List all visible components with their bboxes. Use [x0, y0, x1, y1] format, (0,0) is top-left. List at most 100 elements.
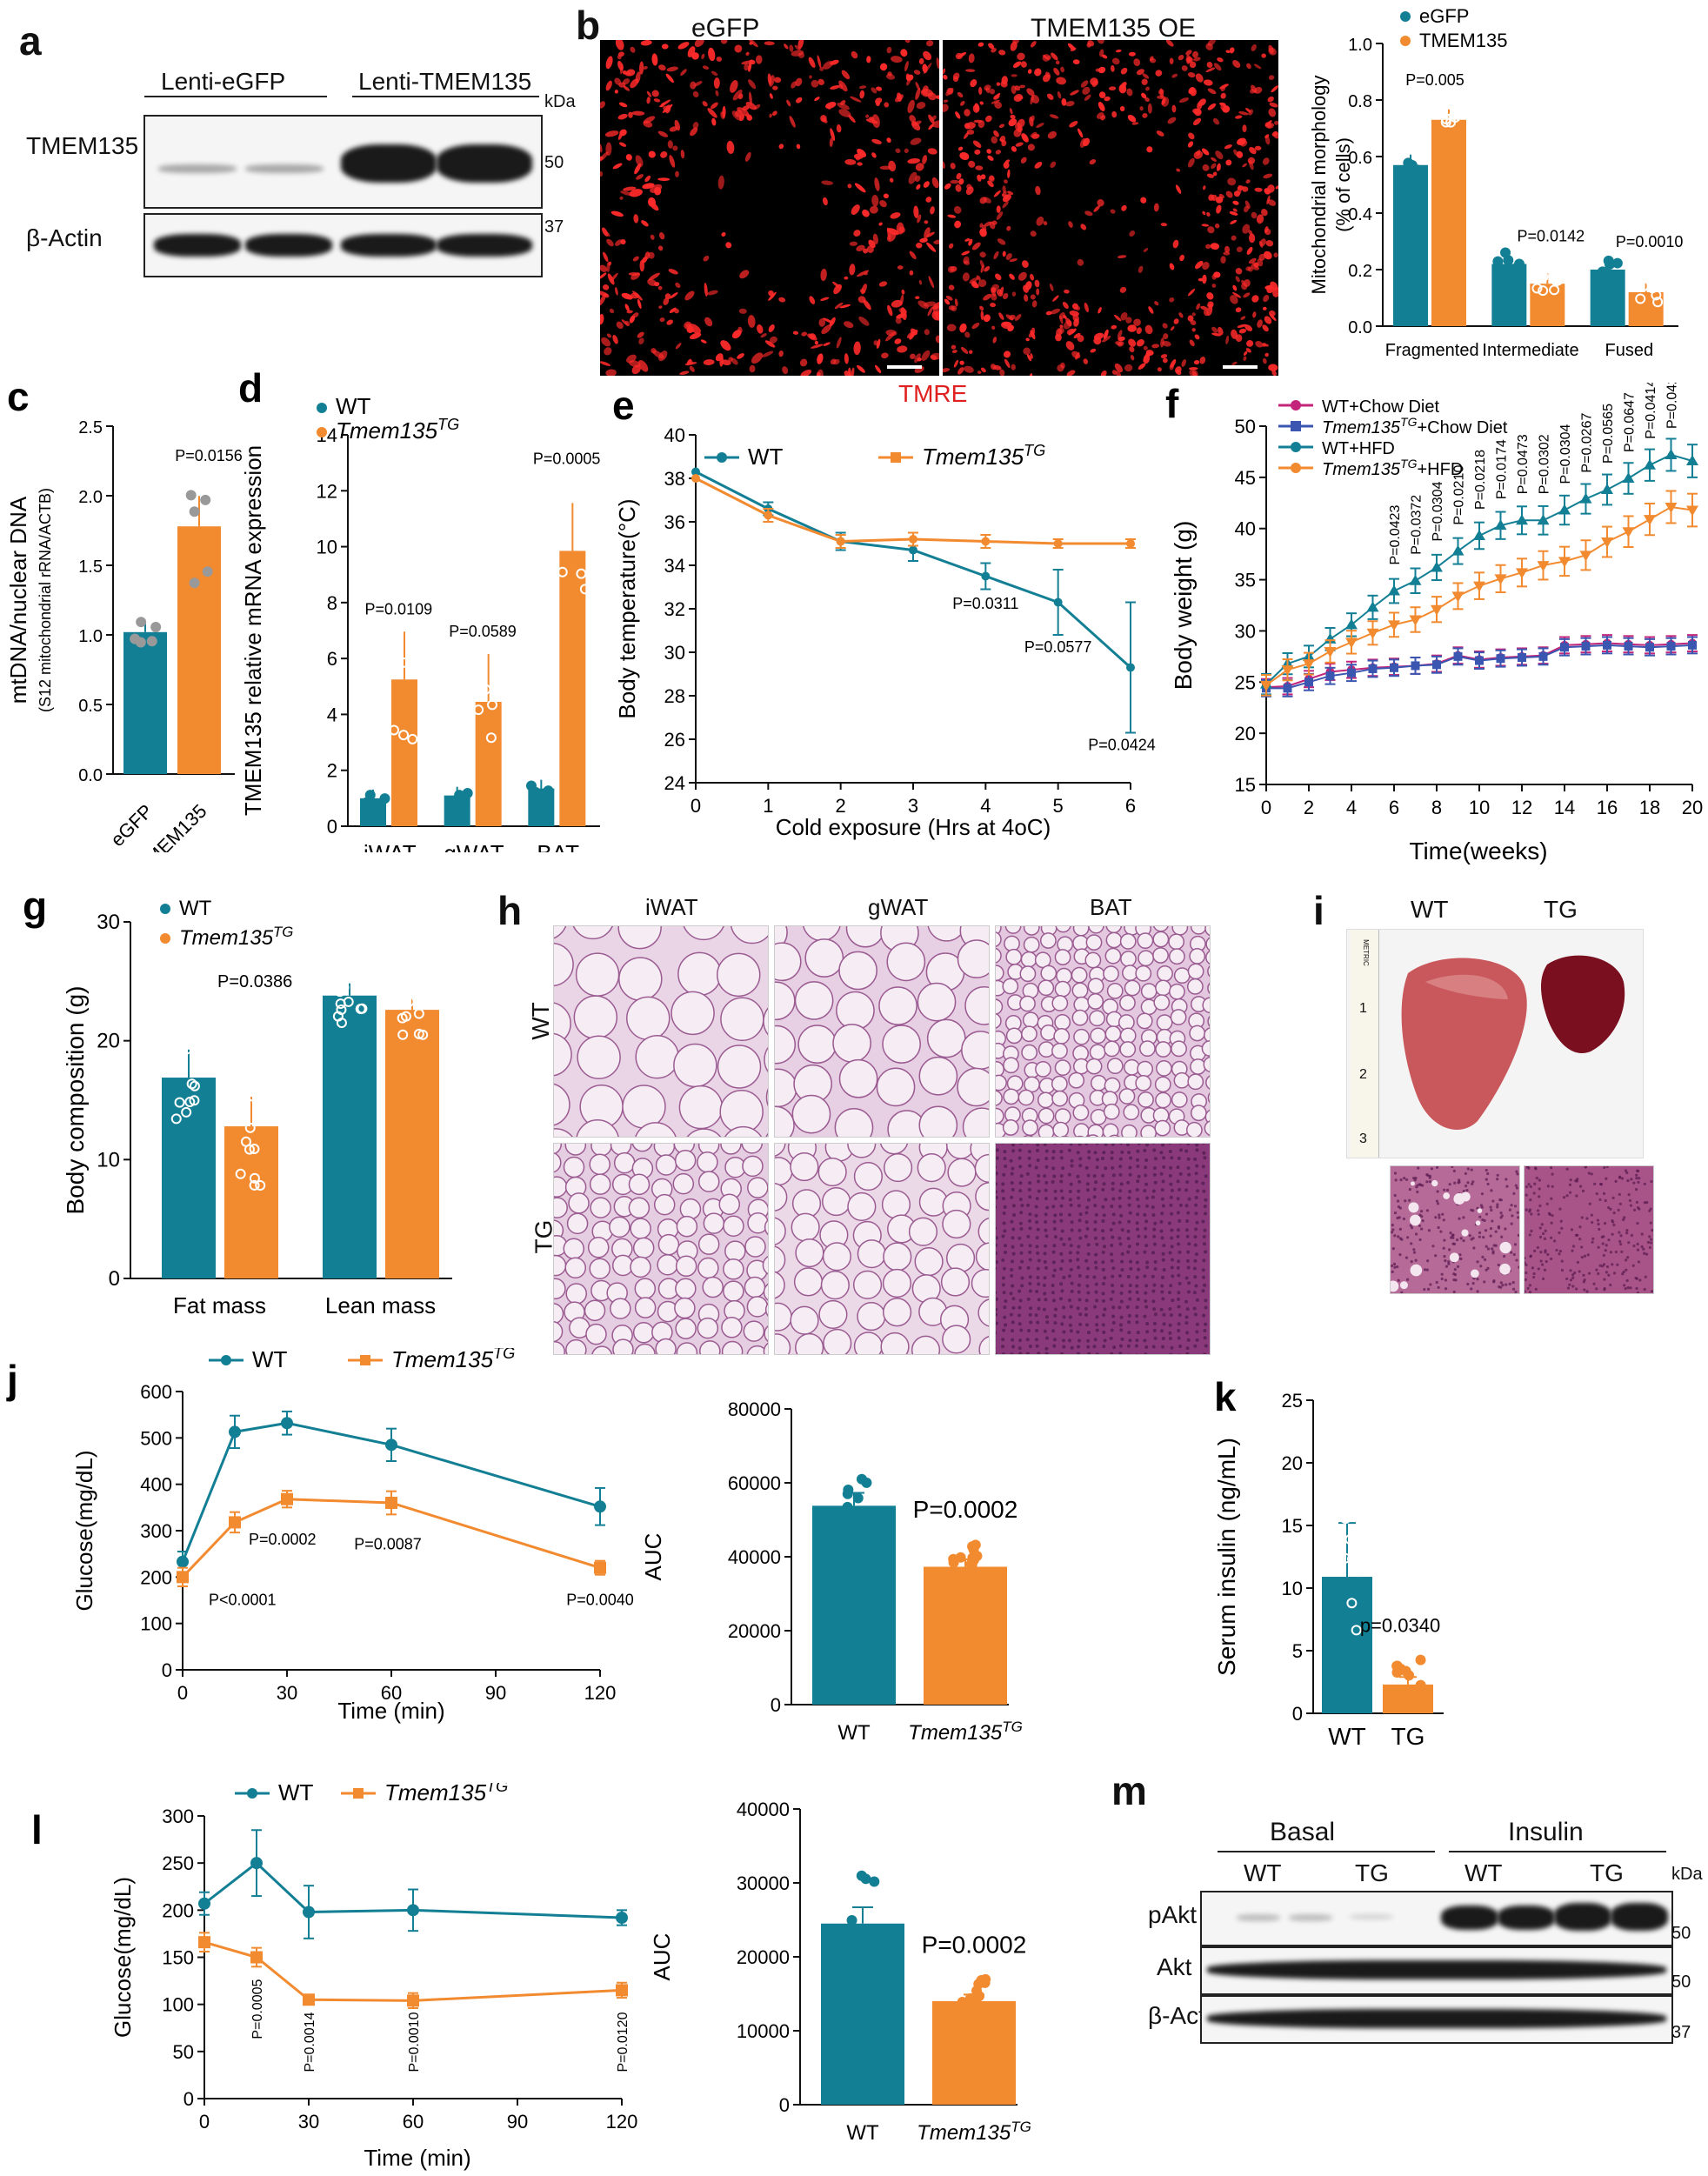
mito-spot [610, 210, 624, 217]
x-tick-label: Tmem135TG [908, 1719, 1023, 1745]
mito-spot [1147, 103, 1152, 114]
nucleus [1494, 1244, 1498, 1247]
mito-spot [734, 44, 743, 53]
mito-spot [1171, 73, 1178, 78]
nucleus [1171, 1274, 1175, 1278]
data-point [249, 1144, 260, 1155]
nucleus [1095, 1315, 1099, 1319]
blot-strip-actin [143, 213, 543, 277]
nucleus [1093, 1260, 1098, 1265]
mito-spot [900, 307, 907, 321]
adipocyte [554, 942, 574, 987]
mito-spot [914, 353, 921, 364]
adipocyte [1088, 926, 1104, 934]
nucleus [1044, 1180, 1049, 1185]
mito-spot [984, 265, 991, 272]
nucleus [1170, 1265, 1174, 1270]
data-point [1473, 529, 1485, 540]
nucleus [1095, 1242, 1099, 1246]
mito-spot [1053, 67, 1060, 76]
x-tick-label: 2 [836, 795, 846, 817]
mito-spot [664, 104, 671, 114]
nucleus [1423, 1287, 1426, 1292]
data-point [1351, 1625, 1362, 1636]
stain-label-tmre: TMRE [898, 380, 968, 407]
nucleus [1136, 1298, 1140, 1302]
adipocyte [926, 1018, 966, 1058]
nucleus [1143, 1274, 1147, 1278]
nucleus [1530, 1229, 1533, 1233]
nucleus [1193, 1312, 1198, 1317]
nucleus [1481, 1255, 1484, 1258]
y-tick-label: 100 [140, 1613, 172, 1635]
adipocyte [775, 1302, 792, 1332]
nucleus [1178, 1218, 1182, 1223]
mito-spot [1068, 221, 1073, 228]
mito-spot [631, 364, 641, 375]
nucleus [1011, 1252, 1016, 1256]
adipocyte [634, 1343, 656, 1354]
mito-spot [769, 336, 777, 344]
mito-spot [607, 273, 615, 285]
nucleus [1525, 1208, 1528, 1211]
nucleus [1084, 1306, 1088, 1311]
nucleus [1185, 1180, 1190, 1185]
nucleus [1176, 1179, 1180, 1184]
nucleus [1094, 1212, 1098, 1217]
nucleus [1576, 1260, 1580, 1265]
mito-spot [744, 151, 751, 162]
liver-label-tg: TG [1544, 896, 1578, 923]
mito-spot [1066, 370, 1076, 376]
mito-spot [1160, 223, 1168, 227]
legend-marker [1400, 36, 1411, 46]
mito-spot [965, 186, 974, 196]
nucleus [1136, 1179, 1140, 1184]
mito-spot [1169, 297, 1175, 303]
adipocyte [878, 986, 917, 1025]
data-point [852, 1492, 864, 1504]
y-tick-label: 26 [664, 729, 685, 751]
mito-spot [1030, 273, 1035, 281]
nucleus [1043, 1292, 1047, 1296]
y-tick-label: 250 [162, 1852, 194, 1874]
nucleus [1037, 1306, 1041, 1311]
nucleus [1525, 1271, 1528, 1275]
nucleus [1484, 1178, 1488, 1181]
nucleus [1077, 1196, 1081, 1200]
nucleus [1645, 1252, 1649, 1256]
data-point [401, 978, 412, 990]
mito-spot [1246, 340, 1254, 347]
nucleus [1118, 1236, 1122, 1240]
mito-spot [974, 103, 980, 112]
nucleus [1153, 1260, 1158, 1265]
blot-strip-m-actin [1200, 1995, 1673, 2044]
y-tick-label: 25 [1282, 1390, 1303, 1412]
data-point [1431, 561, 1443, 572]
nucleus [1118, 1273, 1123, 1278]
p-value: P=0.0005 [533, 450, 601, 467]
y-axis-label: Glucose(mg/dL) [110, 1877, 136, 2038]
nucleus [1193, 1243, 1198, 1247]
nucleus [1011, 1245, 1015, 1249]
nucleus [1593, 1182, 1597, 1185]
nucleus [1636, 1291, 1640, 1293]
mito-spot [900, 294, 904, 306]
adipocyte [618, 957, 663, 1001]
mito-spot [881, 352, 889, 359]
adipocyte [746, 1296, 768, 1318]
nucleus [1571, 1276, 1575, 1279]
mito-spot [991, 325, 996, 330]
adipocyte [942, 1325, 971, 1354]
nucleus [1162, 1322, 1166, 1326]
y-tick-label: 0 [779, 2094, 790, 2116]
lipid-vacuole [1417, 1268, 1422, 1273]
mito-spot [869, 205, 878, 214]
data-point [418, 998, 430, 1009]
nucleus [1442, 1246, 1445, 1250]
nucleus [1458, 1217, 1461, 1220]
nucleus [1009, 1292, 1013, 1296]
adipocyte [1187, 963, 1204, 980]
data-point [189, 506, 200, 517]
nucleus [1044, 1149, 1049, 1153]
nucleus [1470, 1287, 1473, 1291]
